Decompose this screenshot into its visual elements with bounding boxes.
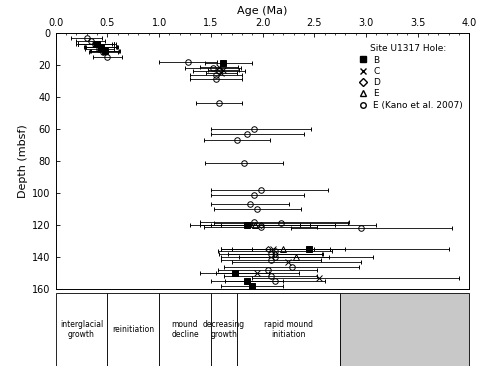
Text: interglacial
growth: interglacial growth	[60, 320, 103, 339]
X-axis label: Age (Ma): Age (Ma)	[237, 6, 288, 16]
Bar	[237, 293, 340, 366]
Text: decreasing
growth: decreasing growth	[203, 320, 245, 339]
Bar	[159, 293, 211, 366]
Bar	[211, 293, 237, 366]
Legend: B, C, D, E, E (Kano et al. 2007): B, C, D, E, E (Kano et al. 2007)	[352, 42, 465, 112]
Text: mound
decline: mound decline	[171, 320, 199, 339]
Bar	[340, 293, 469, 366]
Bar	[56, 293, 107, 366]
Text: reinitiation: reinitiation	[112, 325, 154, 334]
Y-axis label: Depth (mbsf): Depth (mbsf)	[18, 124, 28, 198]
Bar	[107, 293, 159, 366]
Text: rapid mound
initiation: rapid mound initiation	[264, 320, 313, 339]
